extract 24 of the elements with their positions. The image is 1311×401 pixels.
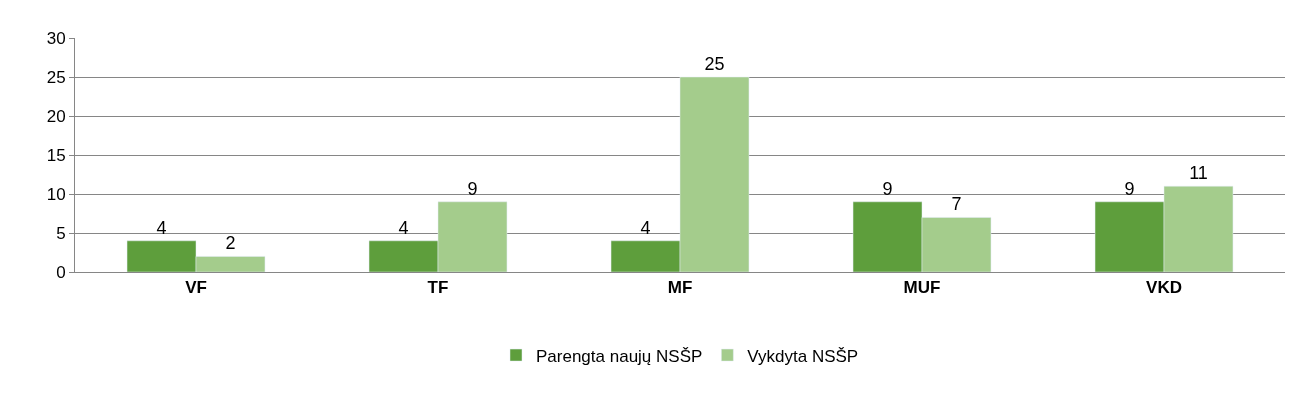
x-tick-label: VKD [1146,278,1182,298]
data-label: 4 [398,217,409,238]
data-label: 9 [467,178,478,199]
y-tick-label: 0 [56,262,66,282]
data-label: 9 [1124,178,1135,199]
x-tick-label: VF [185,278,207,298]
x-tick-label: MUF [903,278,941,298]
x-tick-label: TF [427,278,449,298]
data-label: 25 [704,54,725,74]
y-tick-label: 20 [46,106,66,126]
legend-label: Vykdyta NSŠP [747,346,859,366]
data-label: 4 [156,217,167,238]
x-tick-label: MF [667,278,693,298]
y-tick-label: 25 [46,67,66,87]
data-label: 4 [640,217,651,238]
data-label: 11 [1189,163,1208,184]
data-label: 2 [225,233,236,254]
y-tick-label: 10 [46,184,66,204]
y-tick-label: 30 [46,28,66,48]
y-tick-label: 15 [46,145,66,165]
data-label: 9 [882,178,893,199]
legend-label: Parengta naujų NSŠP [536,346,703,366]
data-label: 7 [951,194,962,215]
y-tick-label: 5 [56,223,66,243]
